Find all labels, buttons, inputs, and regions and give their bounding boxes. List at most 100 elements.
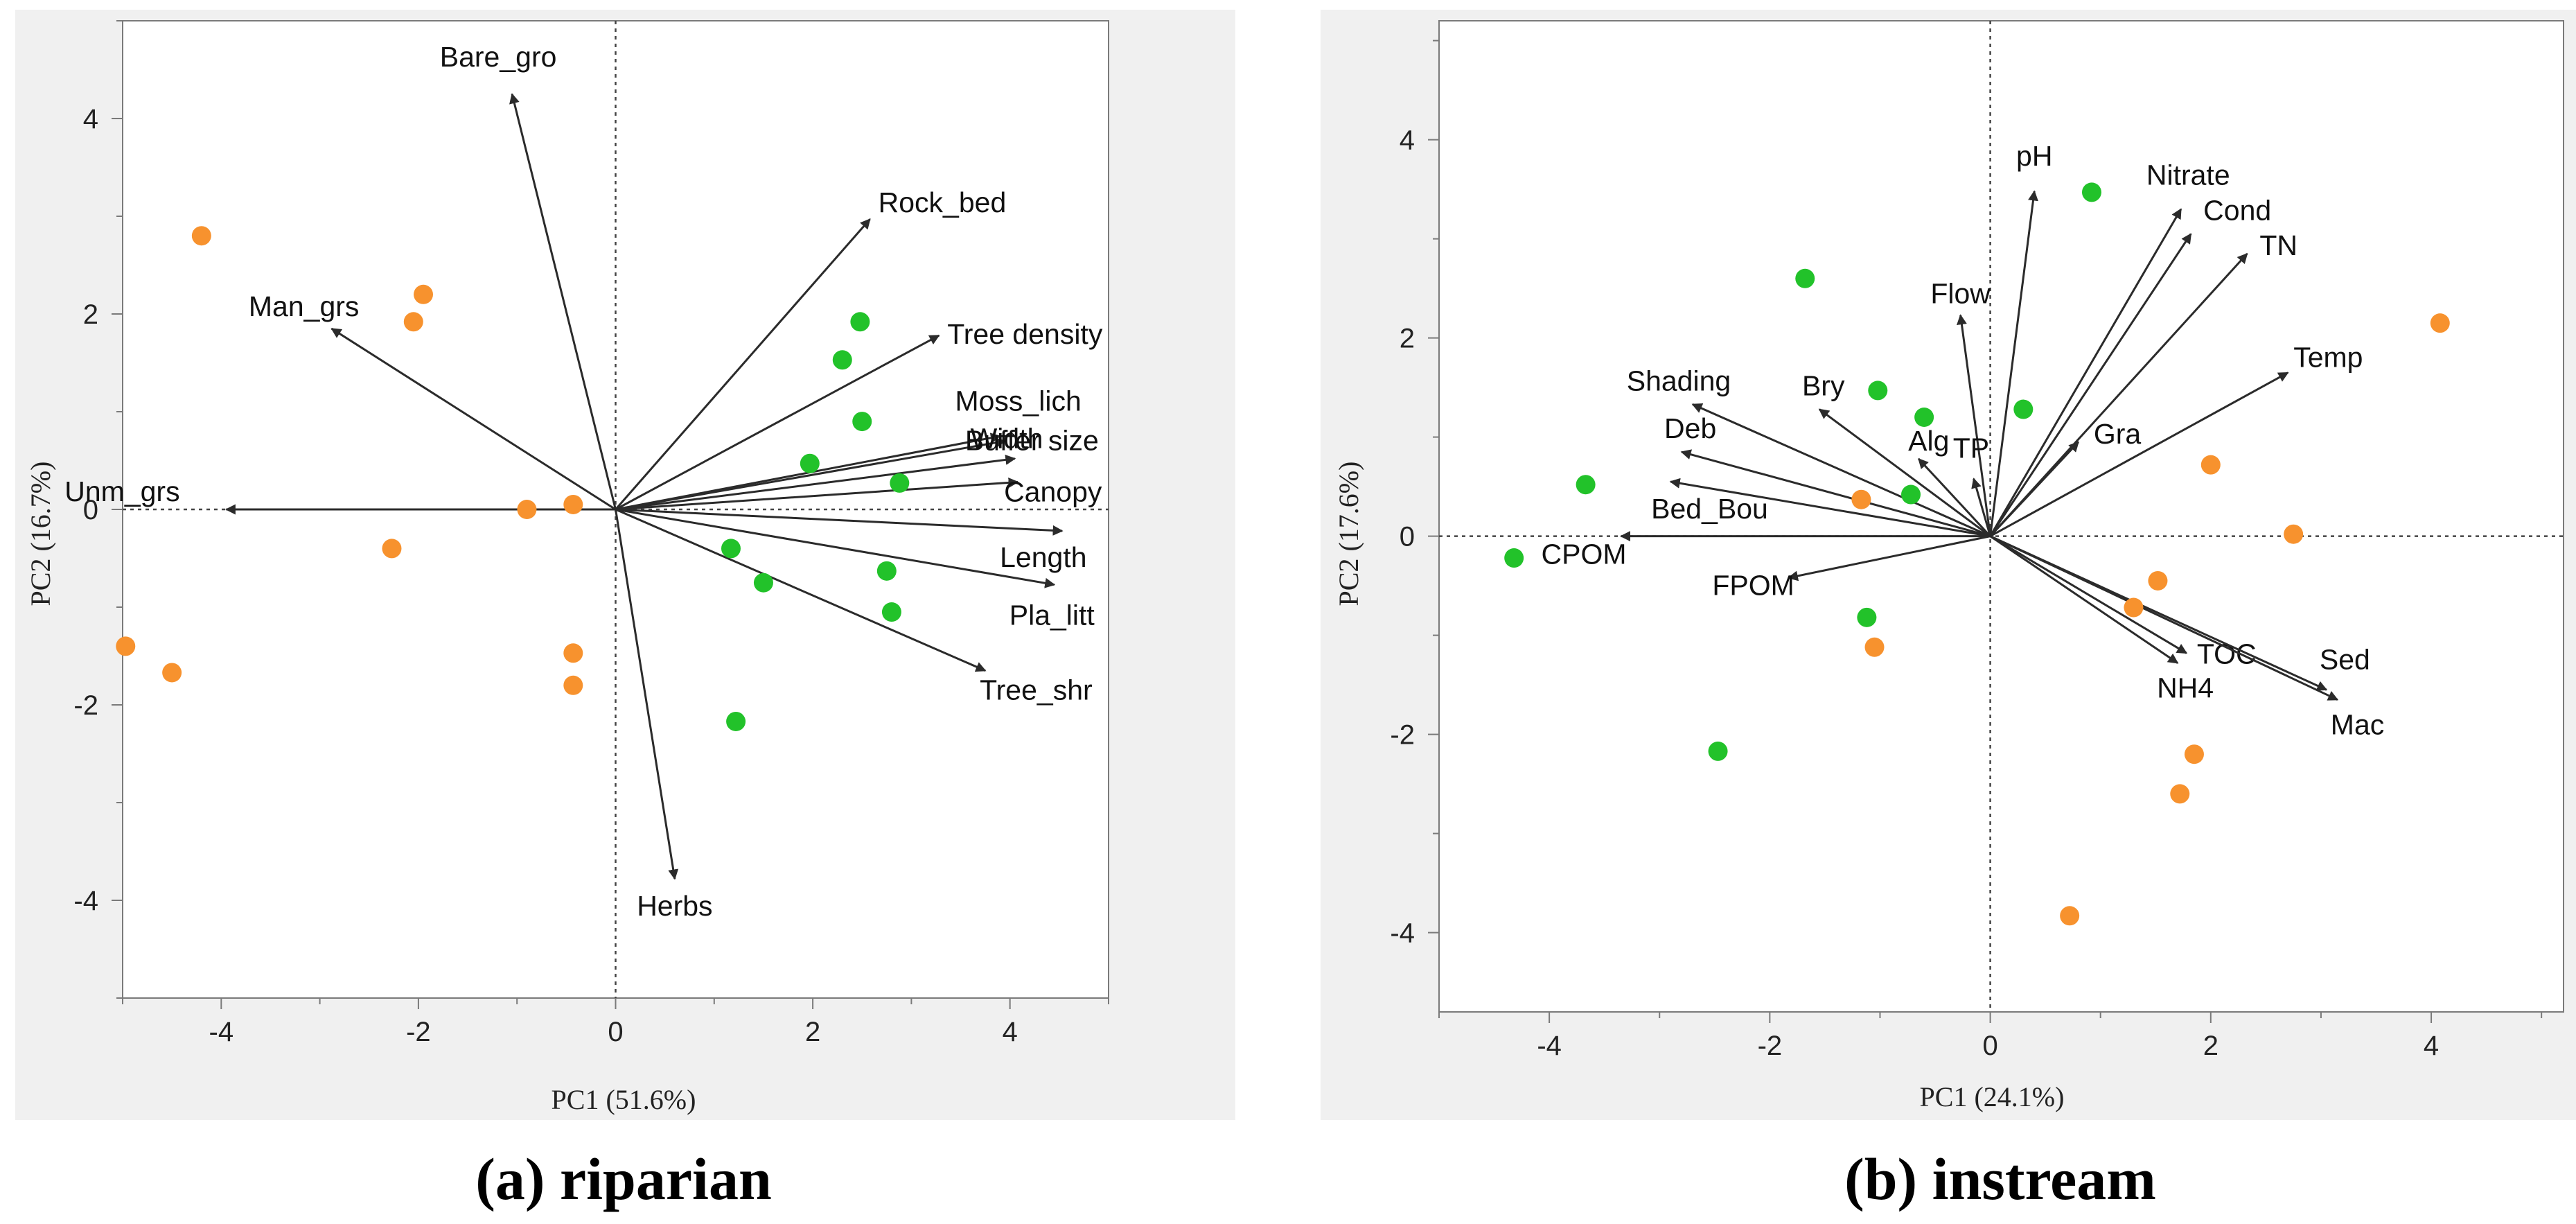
point-green <box>832 350 852 370</box>
panel-instream: -4 -2 0 2 4 -4 -2 0 2 4 PC1 (24.1%) PC2 (17.6%) pH Ni… <box>1321 10 2576 1120</box>
loading-arrow-mac <box>1989 535 2339 701</box>
loading-arrow-nh4 <box>1989 535 2179 664</box>
point-green <box>881 602 901 622</box>
point-orange <box>2060 906 2080 926</box>
loading-label-man-grs: Man_grs <box>249 290 360 322</box>
loading-arrow-alg <box>1918 457 1991 537</box>
loading-label-bry: Bry <box>1802 370 1845 402</box>
y-axis-title: PC2 (17.6%) <box>1333 462 1364 606</box>
point-green <box>2013 399 2034 419</box>
axis-ticks: -4 -2 0 2 4 -4 -2 0 2 4 <box>73 20 1109 1047</box>
y-tick-label: 0 <box>1400 522 1415 552</box>
loading-arrow-tp <box>1971 478 1992 537</box>
point-orange <box>2148 570 2168 591</box>
loading-label-mac: Mac <box>2331 709 2384 741</box>
point-green <box>1857 607 1877 627</box>
loading-label-temp: Temp <box>2293 342 2363 374</box>
point-green <box>876 561 897 581</box>
y-tick-label: -4 <box>1390 918 1415 949</box>
loading-arrow-rock-bed <box>615 218 871 510</box>
point-orange <box>382 539 402 559</box>
loading-label-width: Width <box>971 422 1043 454</box>
point-green <box>2081 182 2101 202</box>
x-tick-label: 2 <box>805 1017 820 1047</box>
loading-label-canopy: Canopy <box>1004 476 1102 508</box>
loading-arrow-buffer-size <box>615 454 1016 511</box>
point-green <box>1914 408 1934 427</box>
point-green <box>1868 381 1888 401</box>
score-points <box>116 226 910 731</box>
loading-arrow-nitrate <box>1989 208 2182 537</box>
loading-label-nitrate: Nitrate <box>2146 159 2230 191</box>
loading-arrow-tree-density <box>615 334 940 511</box>
point-orange <box>2430 313 2450 333</box>
loading-label-shading: Shading <box>1627 365 1731 396</box>
point-orange <box>191 226 211 246</box>
loading-label-gra: Gra <box>2094 418 2142 450</box>
score-points <box>1504 182 2450 926</box>
loading-arrow-herbs <box>615 509 679 880</box>
y-tick-label: -4 <box>73 886 98 916</box>
loading-arrow-canopy <box>615 477 1019 511</box>
loading-label-moss-lich: Moss_lich <box>955 385 1081 417</box>
loading-arrow-flow <box>1956 314 1992 536</box>
loading-arrow-pla-litt <box>615 508 1056 588</box>
loading-label-pla-litt: Pla_litt <box>1009 600 1095 631</box>
loading-label-ph: pH <box>2016 140 2052 172</box>
y-tick-label: 0 <box>83 495 98 525</box>
point-green <box>1708 741 1728 761</box>
loading-arrow-shading <box>1691 403 1991 537</box>
panel-riparian: -4 -2 0 2 4 -4 -2 0 2 4 PC1 (51.6%) PC2 (16.7%) Bare… <box>15 10 1235 1120</box>
x-tick-label: -2 <box>1758 1031 1783 1061</box>
loading-label-unm-grs: Unm_grs <box>64 475 179 507</box>
point-orange <box>403 312 423 332</box>
point-green <box>852 412 872 432</box>
loading-label-tree-shr: Tree_shr <box>980 674 1093 706</box>
point-orange <box>1851 489 1871 509</box>
x-tick-label: -4 <box>209 1017 234 1047</box>
point-orange <box>2184 744 2204 764</box>
caption-riparian: (a) riparian <box>475 1146 772 1212</box>
loading-arrow-length <box>615 508 1064 536</box>
point-green <box>726 711 746 731</box>
point-orange <box>563 675 583 695</box>
point-orange <box>563 494 583 514</box>
loading-label-herbs: Herbs <box>637 890 712 922</box>
loading-arrows: Bare_gro Man_grs Unm_grs Rock_bed Tree densi… <box>64 41 1103 922</box>
loading-label-length: Length <box>1000 541 1086 573</box>
point-orange <box>2284 524 2304 544</box>
loading-label-bare-gro: Bare_gro <box>440 41 557 73</box>
point-green <box>753 572 773 593</box>
point-orange <box>2124 597 2144 618</box>
y-axis-title: PC2 (16.7%) <box>25 462 56 606</box>
loading-label-deb: Deb <box>1664 412 1716 444</box>
point-green <box>890 473 910 493</box>
point-orange <box>414 284 434 304</box>
loading-label-tree-density: Tree density <box>947 318 1103 350</box>
loading-arrow-bare-gro <box>509 93 617 510</box>
x-tick-label: 2 <box>2203 1031 2218 1061</box>
y-tick-label: 2 <box>1400 324 1415 354</box>
loading-arrow-deb <box>1680 449 1991 538</box>
y-tick-label: -2 <box>1390 720 1415 751</box>
point-orange <box>2170 784 2190 804</box>
loading-label-nh4: NH4 <box>2157 672 2214 704</box>
point-green <box>1901 484 1921 505</box>
loading-arrow-bry <box>1818 408 1991 537</box>
loading-arrow-gra <box>1989 441 2079 537</box>
loading-arrow-man-grs <box>330 327 617 511</box>
x-tick-label: -2 <box>406 1017 431 1047</box>
loading-label-cond: Cond <box>2203 194 2271 226</box>
point-orange <box>563 643 583 663</box>
loading-arrow-cond <box>1989 233 2192 537</box>
loading-label-sed: Sed <box>2320 643 2370 675</box>
x-tick-label: 0 <box>608 1017 623 1047</box>
point-orange <box>162 663 182 683</box>
point-green <box>721 539 741 559</box>
x-tick-label: 0 <box>1982 1031 1997 1061</box>
loading-label-tn: TN <box>2259 229 2297 261</box>
point-green <box>1795 268 1815 288</box>
loading-arrow-tree-shr <box>615 508 987 672</box>
x-axis-title: PC1 (24.1%) <box>1920 1081 2065 1112</box>
